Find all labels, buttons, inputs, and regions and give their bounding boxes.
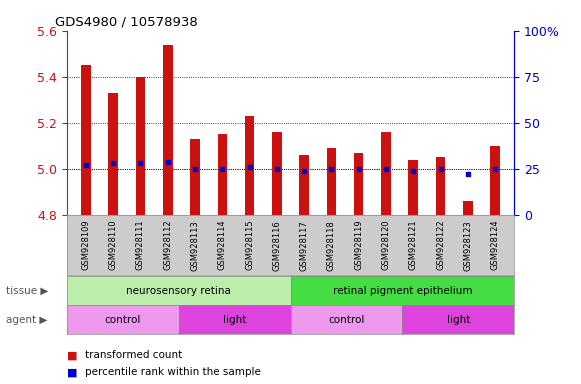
Bar xyxy=(163,45,173,215)
Bar xyxy=(354,153,364,215)
Bar xyxy=(81,65,91,215)
Text: GDS4980 / 10578938: GDS4980 / 10578938 xyxy=(55,15,198,28)
Text: control: control xyxy=(328,314,365,325)
Text: GSM928120: GSM928120 xyxy=(382,220,390,270)
Text: percentile rank within the sample: percentile rank within the sample xyxy=(85,367,261,377)
Bar xyxy=(190,139,200,215)
Text: retinal pigment epithelium: retinal pigment epithelium xyxy=(332,286,472,296)
Text: agent ▶: agent ▶ xyxy=(6,314,47,325)
Bar xyxy=(381,132,391,215)
Text: neurosensory retina: neurosensory retina xyxy=(126,286,231,296)
Text: GSM928114: GSM928114 xyxy=(218,220,227,270)
Text: ■: ■ xyxy=(67,367,77,377)
Text: GSM928121: GSM928121 xyxy=(409,220,418,270)
Text: GSM928109: GSM928109 xyxy=(81,220,91,270)
Text: GSM928124: GSM928124 xyxy=(490,220,500,270)
Bar xyxy=(463,201,472,215)
Bar xyxy=(490,146,500,215)
Text: GSM928113: GSM928113 xyxy=(191,220,199,271)
Text: ■: ■ xyxy=(67,350,77,360)
Text: GSM928116: GSM928116 xyxy=(272,220,281,271)
Text: GSM928111: GSM928111 xyxy=(136,220,145,270)
Text: GSM928119: GSM928119 xyxy=(354,220,363,270)
Text: light: light xyxy=(223,314,246,325)
Bar xyxy=(436,157,445,215)
Text: GSM928112: GSM928112 xyxy=(163,220,172,270)
Text: light: light xyxy=(447,314,470,325)
Bar xyxy=(217,134,227,215)
Text: GSM928115: GSM928115 xyxy=(245,220,254,270)
Text: control: control xyxy=(105,314,141,325)
Bar xyxy=(109,93,118,215)
Bar xyxy=(299,155,309,215)
Text: GSM928122: GSM928122 xyxy=(436,220,445,270)
Bar xyxy=(136,77,145,215)
Bar xyxy=(245,116,254,215)
Text: GSM928118: GSM928118 xyxy=(327,220,336,271)
Bar xyxy=(327,148,336,215)
Bar xyxy=(272,132,282,215)
Text: transformed count: transformed count xyxy=(85,350,182,360)
Text: tissue ▶: tissue ▶ xyxy=(6,286,48,296)
Bar xyxy=(408,160,418,215)
Text: GSM928110: GSM928110 xyxy=(109,220,118,270)
Text: GSM928117: GSM928117 xyxy=(300,220,309,271)
Text: GSM928123: GSM928123 xyxy=(463,220,472,271)
